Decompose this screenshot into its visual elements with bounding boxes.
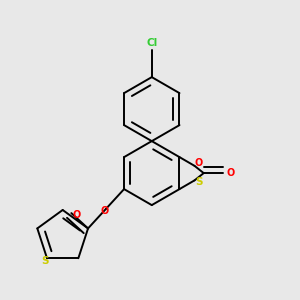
Text: O: O [226,168,235,178]
Text: O: O [73,210,81,220]
Text: Cl: Cl [146,38,158,48]
Text: S: S [41,256,49,266]
Text: O: O [100,206,108,215]
Text: S: S [195,177,202,187]
Text: O: O [195,158,203,168]
